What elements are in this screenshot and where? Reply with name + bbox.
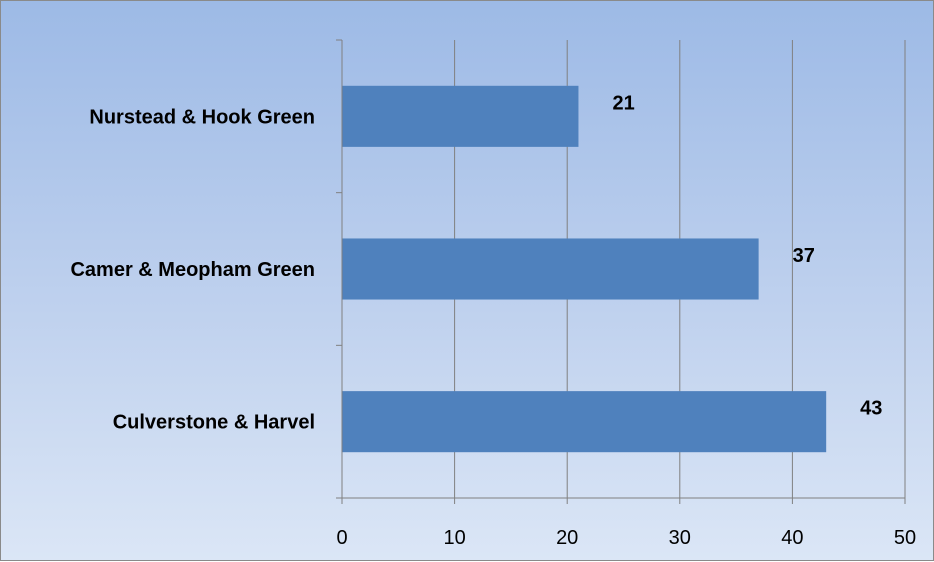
bar [342,391,827,453]
category-label: Camer & Meopham Green [70,259,315,281]
labels: 0 10 20 30 40 50 Nurstead & Hook Green 21 Camer … [70,92,916,549]
x-tick-label: 20 [556,527,578,549]
category-label: Culverstone & Harvel [113,412,315,434]
x-tick-label: 30 [669,527,691,549]
data-label: 21 [612,92,634,114]
data-label: 43 [860,398,882,420]
category-label: Nurstead & Hook Green [89,106,315,128]
axes [336,39,906,504]
x-tick-label: 50 [894,527,916,549]
bar [342,238,759,300]
x-tick-label: 40 [781,527,803,549]
bars [342,85,827,453]
x-tick-label: 10 [443,527,465,549]
x-tick-label: 0 [336,527,347,549]
bar [342,85,579,147]
data-label: 37 [793,245,815,267]
